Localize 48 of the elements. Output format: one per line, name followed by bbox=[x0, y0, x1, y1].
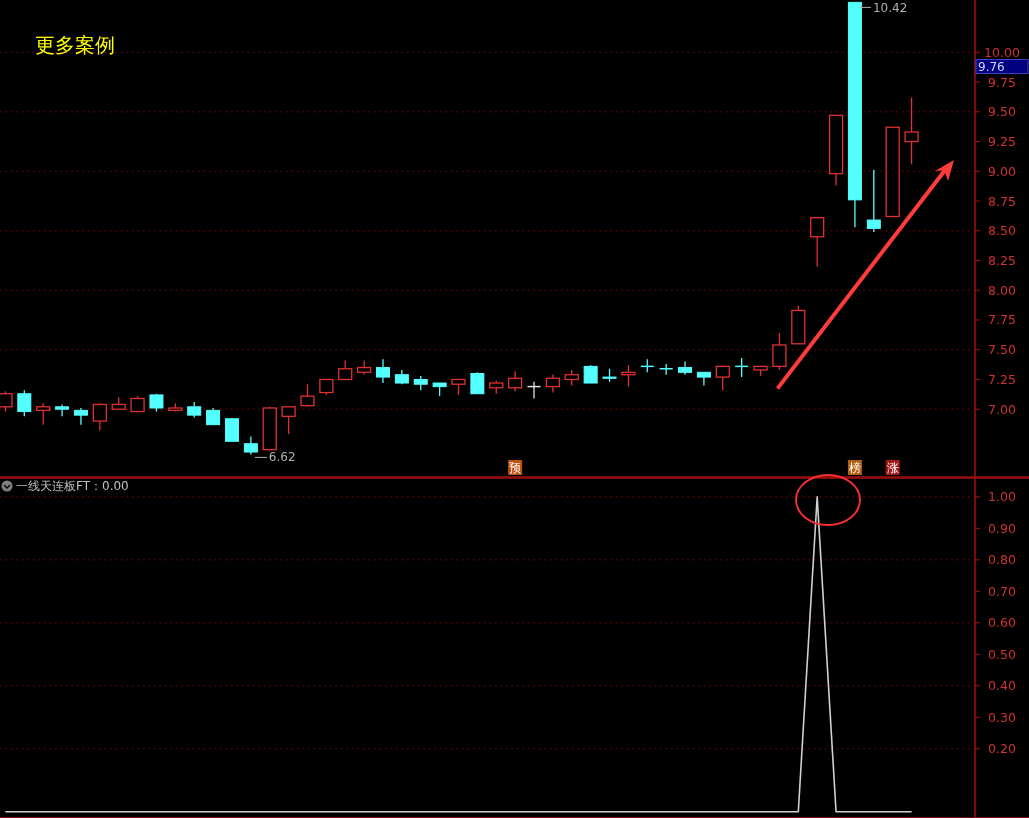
y-tick-label: 0.50 bbox=[988, 646, 1016, 662]
y-tick-label: 0.90 bbox=[988, 520, 1016, 536]
y-tick-label: 7.50 bbox=[988, 342, 1016, 358]
y-tick-label: 8.75 bbox=[988, 193, 1016, 209]
y-tick-label: 0.80 bbox=[988, 552, 1016, 568]
candlestick bbox=[375, 358, 390, 384]
text: 9.76 bbox=[978, 60, 1005, 74]
candlestick bbox=[55, 403, 70, 417]
candlestick bbox=[224, 418, 239, 442]
candlestick bbox=[470, 371, 485, 395]
text: 更多案例 bbox=[35, 33, 115, 57]
y-tick-label: 9.00 bbox=[988, 163, 1016, 179]
candlestick bbox=[904, 96, 919, 165]
y-tick-label: 0.60 bbox=[988, 615, 1016, 631]
y-tick-label: 9.50 bbox=[988, 104, 1016, 120]
annotation: 榜 bbox=[848, 461, 861, 475]
candlestick bbox=[281, 406, 296, 435]
candlestick bbox=[356, 359, 372, 376]
candlestick bbox=[715, 365, 730, 391]
y-tick-label: 0.20 bbox=[988, 741, 1016, 757]
candlestick bbox=[866, 169, 881, 233]
candlestick bbox=[338, 359, 353, 381]
candlestick bbox=[92, 402, 107, 432]
annotation: 涨 bbox=[886, 461, 899, 475]
candlestick bbox=[36, 402, 51, 426]
y-tick-label: 7.25 bbox=[988, 371, 1016, 387]
y-tick-label: 9.75 bbox=[988, 74, 1016, 90]
y-tick-label: 0.40 bbox=[988, 678, 1016, 694]
y-tick-label: 0.70 bbox=[988, 583, 1016, 599]
annotation: 6.62 bbox=[268, 450, 296, 465]
candlestick bbox=[73, 407, 88, 426]
annotation: 10.42 bbox=[872, 1, 908, 16]
y-tick-label: 8.25 bbox=[988, 253, 1016, 269]
candlestick bbox=[300, 383, 315, 408]
y-tick-label: 7.75 bbox=[988, 312, 1016, 328]
chart-title: 一线天连板FT：0.00 bbox=[16, 479, 129, 493]
candlestick bbox=[507, 370, 523, 392]
y-tick-label: 1.00 bbox=[988, 489, 1016, 505]
y-tick-label: 9.25 bbox=[988, 134, 1016, 150]
y-tick-label: 8.50 bbox=[988, 223, 1016, 239]
y-tick-label: 0.30 bbox=[988, 709, 1016, 725]
y-tick-label: 8.00 bbox=[988, 282, 1016, 298]
y-tick-label: 7.00 bbox=[988, 401, 1016, 417]
candlestick bbox=[17, 389, 32, 417]
candlestick bbox=[772, 332, 787, 371]
annotation: 预 bbox=[509, 461, 522, 475]
y-tick-label: 10.00 bbox=[984, 44, 1020, 60]
candlestick bbox=[810, 217, 825, 268]
